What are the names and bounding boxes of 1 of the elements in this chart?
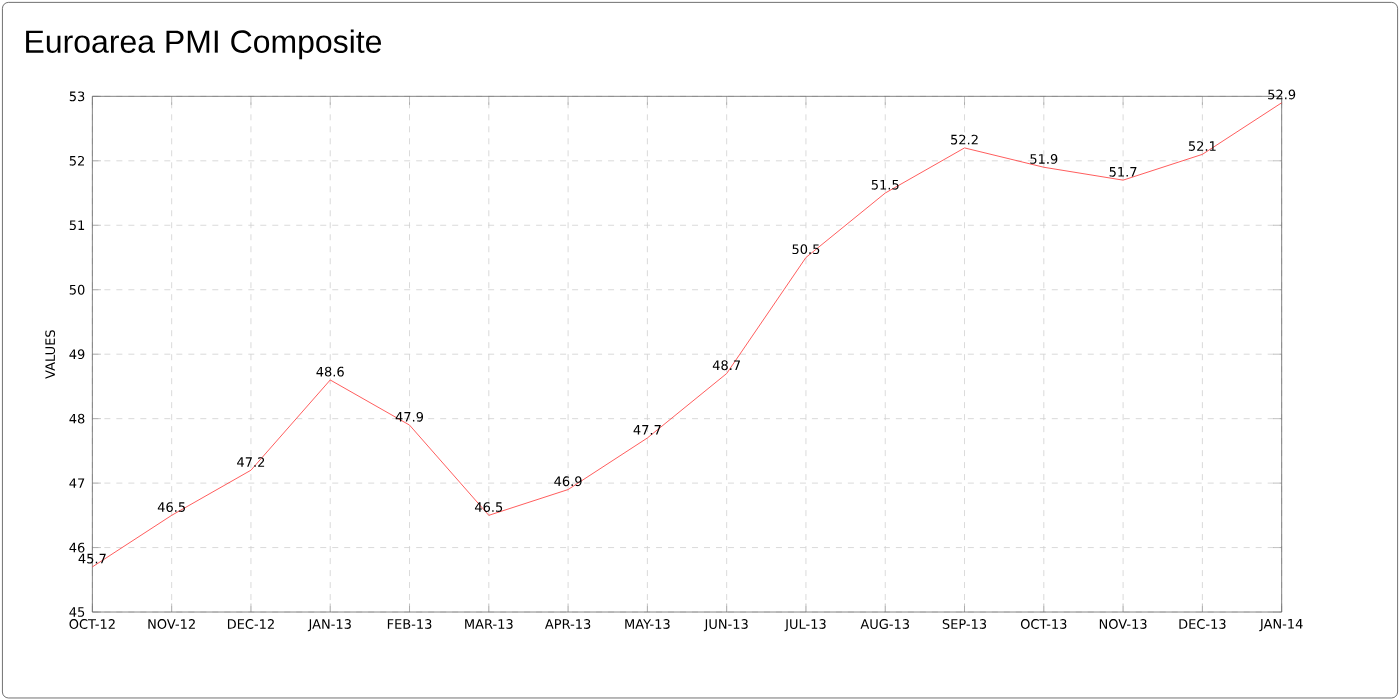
chart-title: Euroarea PMI Composite [26, 29, 382, 60]
